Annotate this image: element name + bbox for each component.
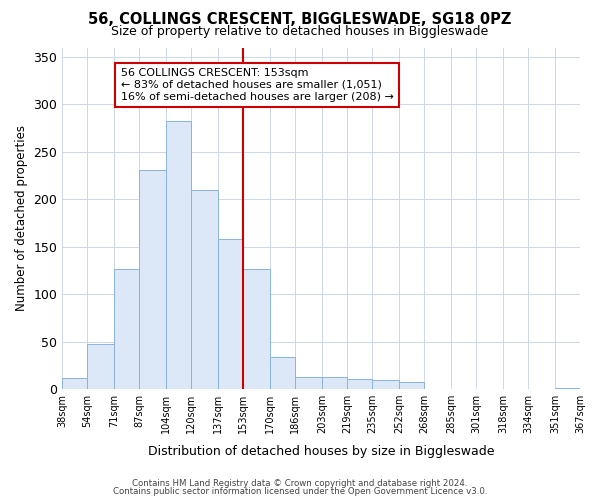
Bar [555,388,580,389]
Text: Contains public sector information licensed under the Open Government Licence v3: Contains public sector information licen… [113,487,487,496]
Bar [139,170,166,389]
Bar [166,120,191,389]
Bar [243,270,270,389]
Y-axis label: Number of detached properties: Number of detached properties [15,126,28,312]
Bar [191,190,218,389]
Bar [372,380,399,389]
Bar [218,239,243,389]
Text: Contains HM Land Registry data © Crown copyright and database right 2024.: Contains HM Land Registry data © Crown c… [132,478,468,488]
Bar [270,357,295,389]
X-axis label: Distribution of detached houses by size in Biggleswade: Distribution of detached houses by size … [148,444,494,458]
Bar [399,382,424,389]
Bar [347,378,372,389]
Text: 56 COLLINGS CRESCENT: 153sqm
← 83% of detached houses are smaller (1,051)
16% of: 56 COLLINGS CRESCENT: 153sqm ← 83% of de… [121,68,394,102]
Bar [62,378,88,389]
Bar [295,376,322,389]
Text: 56, COLLINGS CRESCENT, BIGGLESWADE, SG18 0PZ: 56, COLLINGS CRESCENT, BIGGLESWADE, SG18… [88,12,512,28]
Bar [322,376,347,389]
Bar [88,344,114,389]
Bar [114,268,139,389]
Text: Size of property relative to detached houses in Biggleswade: Size of property relative to detached ho… [112,25,488,38]
